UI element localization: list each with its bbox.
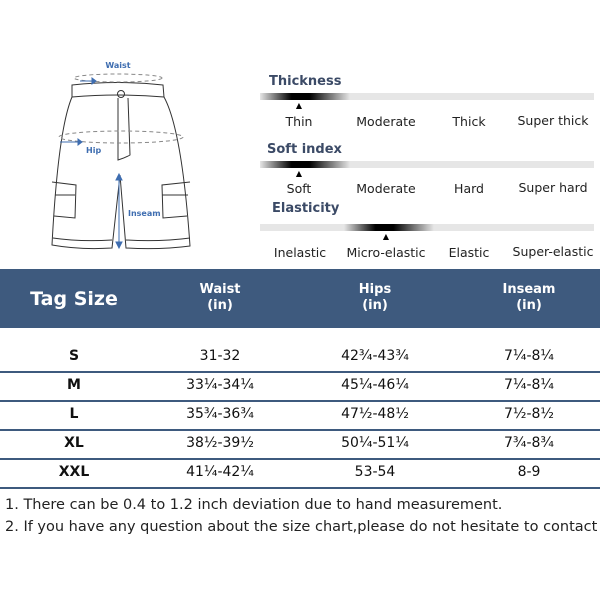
- table-row: XL 38½-39½ 50¼-51¼ 7¾-8¾: [0, 431, 600, 460]
- cell-waist: 31-32: [199, 348, 241, 364]
- thickness-marker-icon: ▲: [295, 101, 303, 110]
- cell-waist: 33¼-34¼: [186, 377, 254, 393]
- cell-inseam: 7¼-8¼: [503, 377, 555, 393]
- elasticity-option: Inelastic: [273, 245, 327, 260]
- thickness-option: Moderate: [356, 114, 416, 129]
- header-unit: (in): [207, 298, 233, 313]
- cell-inseam: 7¼-8¼: [503, 348, 555, 364]
- header-tag-size: Tag Size: [30, 288, 118, 310]
- header-unit: (in): [516, 298, 542, 313]
- elasticity-title: Elasticity: [272, 201, 340, 216]
- table-row: XXL 41¼-42¼ 53-54 8-9: [0, 460, 600, 489]
- table-row: S 31-32 42¾-43¾ 7¼-8¼: [0, 344, 600, 373]
- soft-index-marker-icon: ▲: [295, 169, 303, 178]
- soft-index-option: Moderate: [356, 181, 416, 196]
- waist-label: Waist: [105, 61, 130, 70]
- cell-size: L: [69, 406, 79, 422]
- row-divider: [0, 429, 600, 431]
- cell-size: XL: [64, 435, 84, 451]
- cell-inseam: 7¾-8¾: [503, 435, 555, 451]
- soft-index-option: Super hard: [518, 180, 588, 195]
- thickness-option: Thin: [285, 114, 313, 129]
- soft-index-title: Soft index: [267, 142, 342, 157]
- cell-inseam: 7½-8½: [503, 406, 555, 422]
- header-label: Hips: [358, 282, 392, 297]
- thickness-option: Super thick: [517, 113, 589, 128]
- cell-hips: 45¼-46¼: [341, 377, 409, 393]
- header-inseam: Inseam (in): [503, 282, 556, 314]
- soft-index-option: Soft: [286, 181, 312, 196]
- soft-index-option: Hard: [454, 181, 484, 196]
- elasticity-bar: [260, 224, 594, 231]
- header-label: Inseam: [502, 282, 556, 297]
- soft-index-bar: [260, 161, 594, 168]
- cell-inseam: 8-9: [517, 464, 541, 480]
- cell-waist: 35¾-36¾: [186, 406, 254, 422]
- cell-hips: 42¾-43¾: [341, 348, 409, 364]
- table-row: M 33¼-34¼ 45¼-46¼ 7¼-8¼: [0, 373, 600, 402]
- row-divider: [0, 458, 600, 460]
- cell-hips: 53-54: [354, 464, 396, 480]
- elasticity-option: Super-elastic: [512, 244, 594, 259]
- thickness-option: Thick: [452, 114, 486, 129]
- hip-label: Hip: [86, 146, 101, 155]
- row-divider: [0, 371, 600, 373]
- header-label: Waist: [199, 282, 241, 297]
- note-2: 2. If you have any question about the si…: [5, 519, 600, 535]
- elasticity-option: Elastic: [448, 245, 490, 260]
- cell-size: M: [67, 377, 81, 393]
- header-unit: (in): [362, 298, 388, 313]
- cell-hips: 47½-48½: [341, 406, 409, 422]
- shorts-diagram: Waist Hip Inseam: [51, 61, 191, 250]
- cell-hips: 50¼-51¼: [341, 435, 409, 451]
- cell-size: XXL: [58, 464, 90, 480]
- table-row: L 35¾-36¾ 47½-48½ 7½-8½: [0, 402, 600, 431]
- note-1: 1. There can be 0.4 to 1.2 inch deviatio…: [5, 497, 503, 513]
- thickness-bar: [260, 93, 594, 100]
- cell-waist: 41¼-42¼: [186, 464, 254, 480]
- header-waist: Waist (in): [199, 282, 240, 314]
- thickness-title: Thickness: [269, 74, 342, 89]
- row-divider: [0, 487, 600, 489]
- header-hips: Hips (in): [359, 282, 391, 314]
- elasticity-marker-icon: ▲: [382, 232, 390, 241]
- elasticity-option: Micro-elastic: [346, 245, 426, 260]
- row-divider: [0, 400, 600, 402]
- inseam-label: Inseam: [128, 209, 161, 218]
- cell-waist: 38½-39½: [186, 435, 254, 451]
- cell-size: S: [68, 348, 80, 364]
- table-header: Tag Size Waist (in) Hips (in) Inseam (in): [0, 269, 600, 328]
